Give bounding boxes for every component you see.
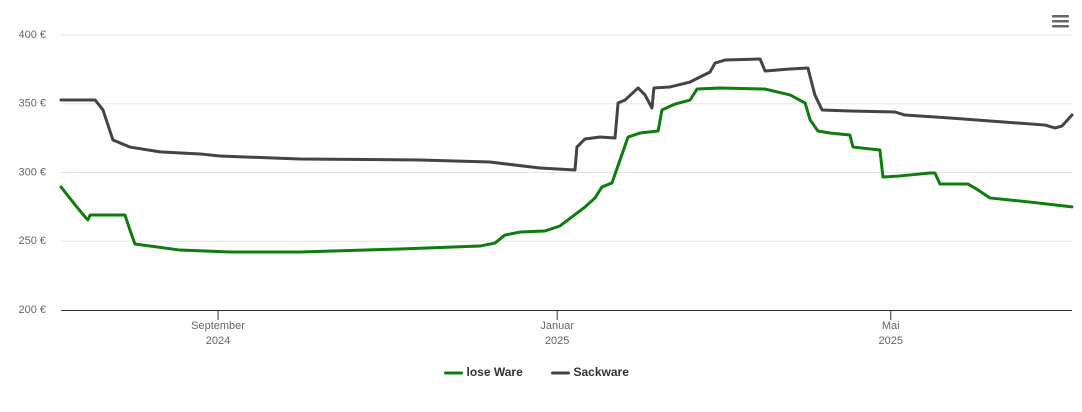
menu-icon[interactable] xyxy=(1052,15,1069,28)
x-tick-label: September 2024 xyxy=(191,320,245,347)
data-line xyxy=(59,86,1074,254)
x-tick-label: Mai 2025 xyxy=(878,320,903,347)
y-tick-label: 200 € xyxy=(18,304,46,316)
y-tick-label: 250 € xyxy=(18,235,46,247)
legend-label[interactable]: Sackware xyxy=(574,365,630,379)
data-line xyxy=(59,57,1074,172)
legend-label[interactable]: lose Ware xyxy=(467,365,524,379)
x-tick-label: Januar 2025 xyxy=(540,320,574,347)
y-tick-label: 300 € xyxy=(18,166,46,178)
y-tick-label: 350 € xyxy=(18,98,46,110)
y-tick-label: 400 € xyxy=(18,29,46,41)
